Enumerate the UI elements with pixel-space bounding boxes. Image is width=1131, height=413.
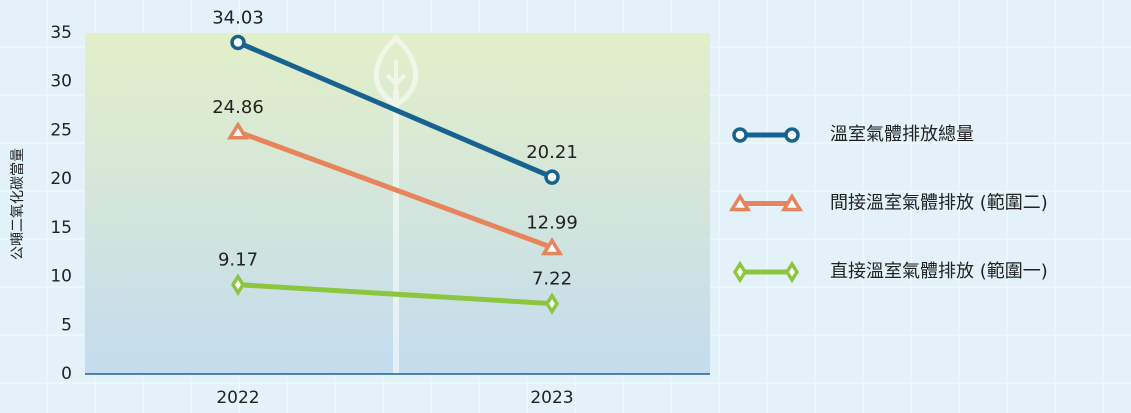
marker xyxy=(544,169,560,185)
marker xyxy=(544,292,560,315)
x-tick-label: 2023 xyxy=(530,388,573,408)
series-line xyxy=(237,40,553,180)
x-tick-label: 2022 xyxy=(216,388,259,408)
legend-marker xyxy=(732,127,748,143)
marker xyxy=(226,121,250,140)
leaf-decoration xyxy=(374,34,418,374)
data-label: 9.17 xyxy=(218,250,258,271)
legend-marker xyxy=(784,127,800,143)
y-tick-label: 30 xyxy=(50,72,72,92)
y-axis-label: 公噸二氧化碳當量 xyxy=(10,148,26,260)
y-tick-label: 10 xyxy=(50,267,72,287)
data-label: 12.99 xyxy=(526,212,578,233)
series-line xyxy=(237,282,553,307)
legend-label: 溫室氣體排放總量 xyxy=(830,124,974,145)
data-label: 24.86 xyxy=(212,97,264,118)
data-label: 20.21 xyxy=(526,142,578,163)
legend-marker xyxy=(732,260,748,284)
data-label: 34.03 xyxy=(212,7,264,28)
y-tick-label: 5 xyxy=(61,315,72,335)
legend-marker xyxy=(784,260,800,284)
marker xyxy=(230,34,246,51)
legend-marker xyxy=(780,193,804,212)
y-tick-label: 0 xyxy=(61,364,72,384)
y-tick-label: 20 xyxy=(50,169,72,189)
y-tick-label: 15 xyxy=(50,218,72,238)
legend-marker xyxy=(728,193,752,212)
marker xyxy=(540,237,564,256)
legend-label: 直接溫室氣體排放 (範圍一) xyxy=(830,261,1048,282)
series-line xyxy=(237,129,553,250)
marker xyxy=(230,273,246,296)
data-label: 7.22 xyxy=(532,269,572,290)
y-tick-label: 25 xyxy=(50,120,72,140)
y-tick-label: 35 xyxy=(50,23,72,43)
legend-label: 間接溫室氣體排放 (範圍二) xyxy=(830,193,1048,214)
